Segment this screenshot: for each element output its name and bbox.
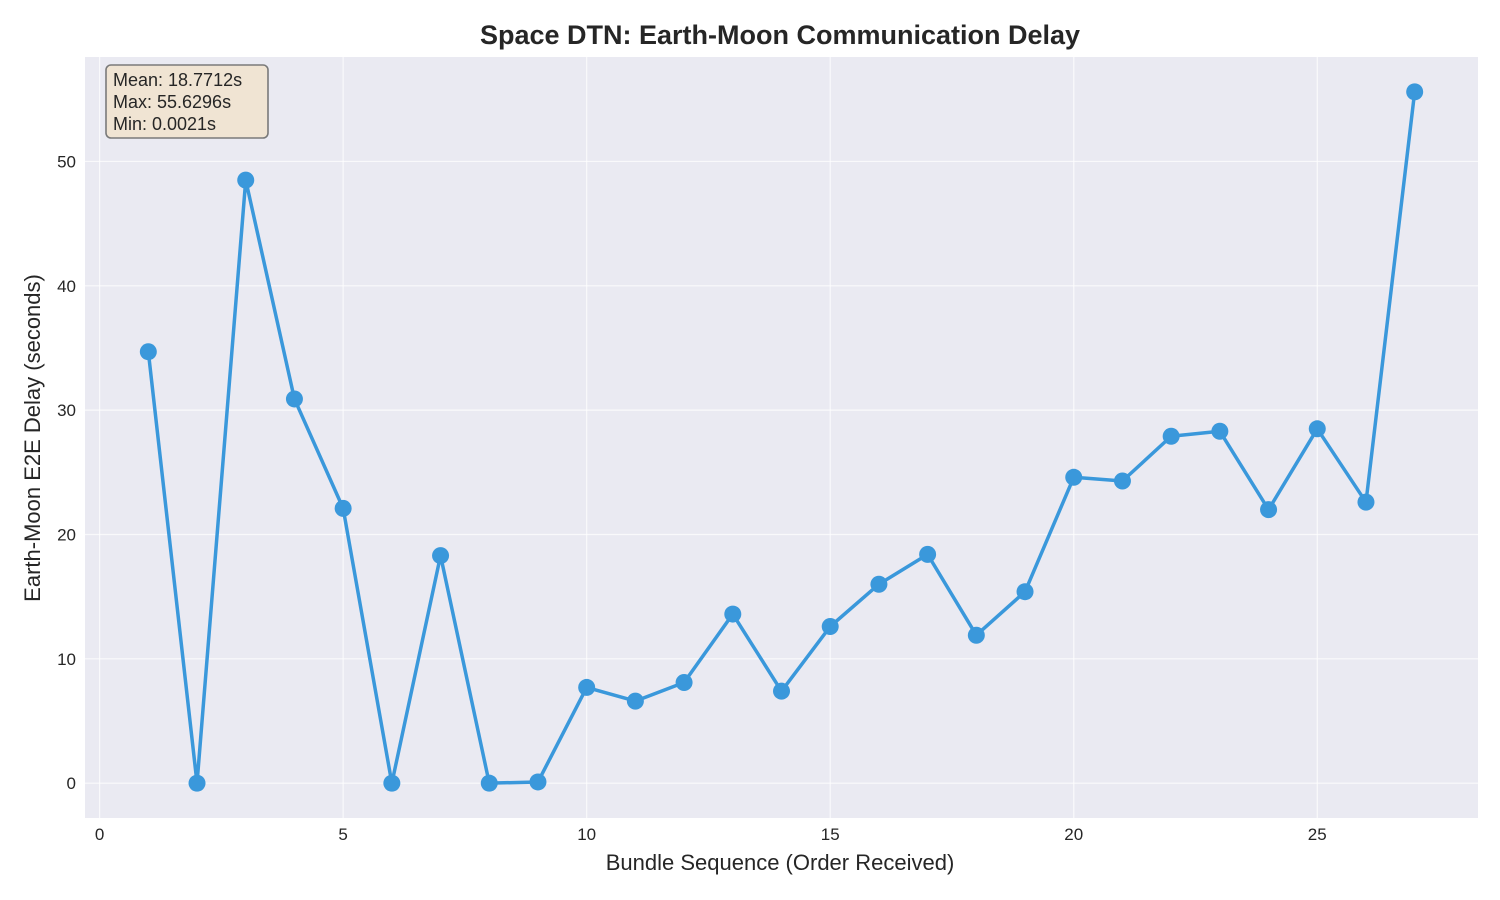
- data-point: [237, 171, 255, 189]
- data-point: [724, 605, 742, 623]
- x-tick-label: 10: [577, 825, 596, 844]
- data-point: [383, 774, 401, 792]
- data-point: [919, 545, 937, 563]
- series-layer: [139, 83, 1424, 792]
- data-point: [1065, 468, 1083, 486]
- data-point: [626, 692, 644, 710]
- y-tick-label: 30: [57, 401, 76, 420]
- data-point: [188, 774, 206, 792]
- x-tick-label: 5: [338, 825, 347, 844]
- data-point: [139, 343, 157, 361]
- data-point: [432, 547, 450, 565]
- data-point: [773, 682, 790, 700]
- y-tick-label: 0: [67, 774, 76, 793]
- data-point: [529, 773, 547, 791]
- x-tick-label: 0: [95, 825, 104, 844]
- data-point: [675, 673, 693, 691]
- stat-min: Min: 0.0021s: [113, 114, 216, 134]
- y-axis-ticks: 0 10 20 30 40 50: [57, 152, 76, 793]
- data-point: [1113, 472, 1131, 490]
- data-point: [967, 626, 985, 644]
- data-point: [1260, 501, 1278, 519]
- y-tick-label: 10: [57, 650, 76, 669]
- data-point: [285, 390, 303, 408]
- grid: [85, 57, 1478, 818]
- data-point: [821, 618, 839, 636]
- data-point: [870, 575, 888, 593]
- y-tick-label: 50: [57, 152, 76, 171]
- y-tick-label: 20: [57, 525, 76, 544]
- y-axis-title: Earth-Moon E2E Delay (seconds): [20, 274, 45, 602]
- data-point: [1162, 427, 1180, 445]
- plot-area: [85, 57, 1478, 818]
- stat-max: Max: 55.6296s: [113, 92, 231, 112]
- data-point: [334, 499, 352, 517]
- x-axis-ticks: 0 5 10 15 20 25: [95, 825, 1327, 844]
- y-tick-label: 40: [57, 277, 76, 296]
- chart-title: Space DTN: Earth-Moon Communication Dela…: [480, 20, 1080, 50]
- x-tick-label: 15: [821, 825, 840, 844]
- stat-mean: Mean: 18.7712s: [113, 70, 242, 90]
- x-tick-label: 20: [1064, 825, 1083, 844]
- stats-annotation: Mean: 18.7712s Max: 55.6296s Min: 0.0021…: [105, 64, 269, 139]
- x-tick-label: 25: [1308, 825, 1327, 844]
- data-point: [1211, 422, 1229, 440]
- stats-box-background: [105, 64, 269, 139]
- data-point: [1016, 583, 1034, 601]
- data-point: [578, 678, 596, 696]
- data-point: [1308, 420, 1326, 438]
- x-axis-title: Bundle Sequence (Order Received): [606, 850, 955, 875]
- data-point: [1406, 83, 1424, 101]
- data-point: [1357, 493, 1375, 511]
- data-point: [480, 774, 498, 792]
